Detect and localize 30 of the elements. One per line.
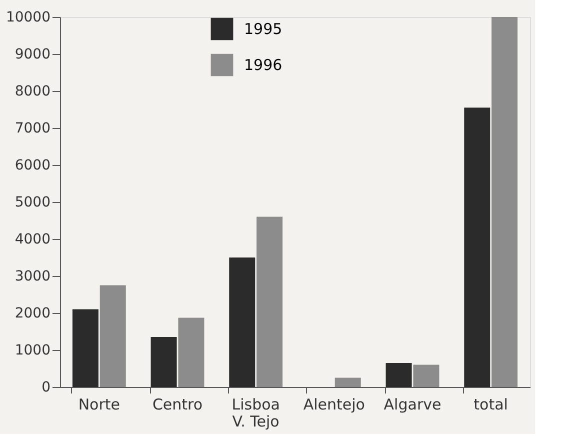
y-tick-label: 0 [42, 380, 50, 396]
y-tick-label: 7000 [14, 120, 50, 136]
bar [386, 362, 412, 387]
legend-label: 1995 [244, 20, 282, 38]
x-tick-label: Lisboa V. Tejo [232, 396, 280, 430]
x-tick-label: Centro [152, 396, 203, 414]
y-tick-label: 8000 [14, 84, 50, 100]
legend-label: 1996 [244, 56, 282, 74]
y-tick-label: 9000 [14, 46, 50, 62]
x-tick-label: Alentejo [303, 396, 365, 414]
y-tick-label: 6000 [14, 158, 50, 174]
x-tick-label: Algarve [384, 396, 442, 414]
y-tick-label: 2000 [14, 306, 50, 322]
y-tick-label: 5000 [14, 194, 50, 210]
bar [150, 337, 177, 387]
bar [178, 318, 204, 387]
bar [464, 108, 490, 387]
bar [229, 258, 256, 387]
bar [100, 285, 126, 387]
bar [413, 364, 440, 387]
y-tick-label: 4000 [14, 232, 50, 248]
bar [492, 17, 518, 387]
bar [72, 309, 98, 387]
y-tick-label: 3000 [14, 268, 50, 284]
x-tick-label: total [474, 396, 508, 414]
bar [256, 216, 283, 387]
y-tick-label: 10000 [6, 10, 50, 26]
x-tick-label: Norte [78, 396, 120, 414]
bar [334, 378, 361, 387]
y-tick-label: 1000 [14, 342, 50, 358]
